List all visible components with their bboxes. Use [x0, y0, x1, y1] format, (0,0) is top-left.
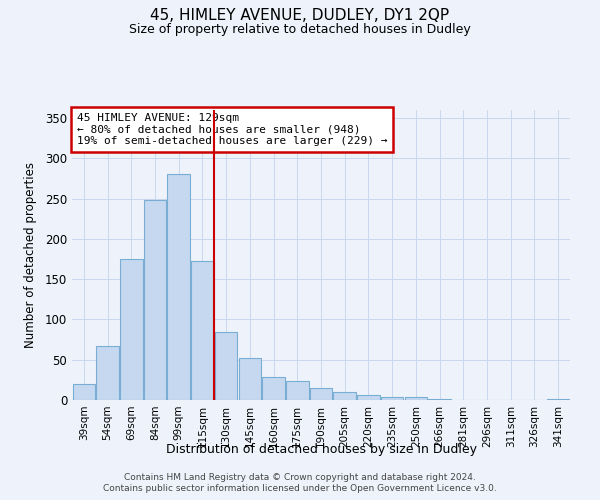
Bar [167, 174, 190, 400]
Y-axis label: Number of detached properties: Number of detached properties [23, 162, 37, 348]
Bar [428, 399, 451, 400]
Text: Size of property relative to detached houses in Dudley: Size of property relative to detached ho… [129, 22, 471, 36]
Text: Distribution of detached houses by size in Dudley: Distribution of detached houses by size … [166, 442, 476, 456]
Bar [286, 382, 308, 400]
Bar [310, 388, 332, 400]
Bar [239, 358, 261, 400]
Bar [334, 392, 356, 400]
Text: 45, HIMLEY AVENUE, DUDLEY, DY1 2QP: 45, HIMLEY AVENUE, DUDLEY, DY1 2QP [151, 8, 449, 22]
Text: 45 HIMLEY AVENUE: 129sqm
← 80% of detached houses are smaller (948)
19% of semi-: 45 HIMLEY AVENUE: 129sqm ← 80% of detach… [77, 113, 388, 146]
Bar [144, 200, 166, 400]
Bar [381, 397, 403, 400]
Text: Contains public sector information licensed under the Open Government Licence v3: Contains public sector information licen… [103, 484, 497, 493]
Bar [73, 384, 95, 400]
Bar [404, 397, 427, 400]
Bar [120, 259, 143, 400]
Bar [357, 395, 380, 400]
Bar [547, 399, 569, 400]
Bar [215, 332, 238, 400]
Text: Contains HM Land Registry data © Crown copyright and database right 2024.: Contains HM Land Registry data © Crown c… [124, 472, 476, 482]
Bar [191, 262, 214, 400]
Bar [262, 376, 285, 400]
Bar [97, 346, 119, 400]
